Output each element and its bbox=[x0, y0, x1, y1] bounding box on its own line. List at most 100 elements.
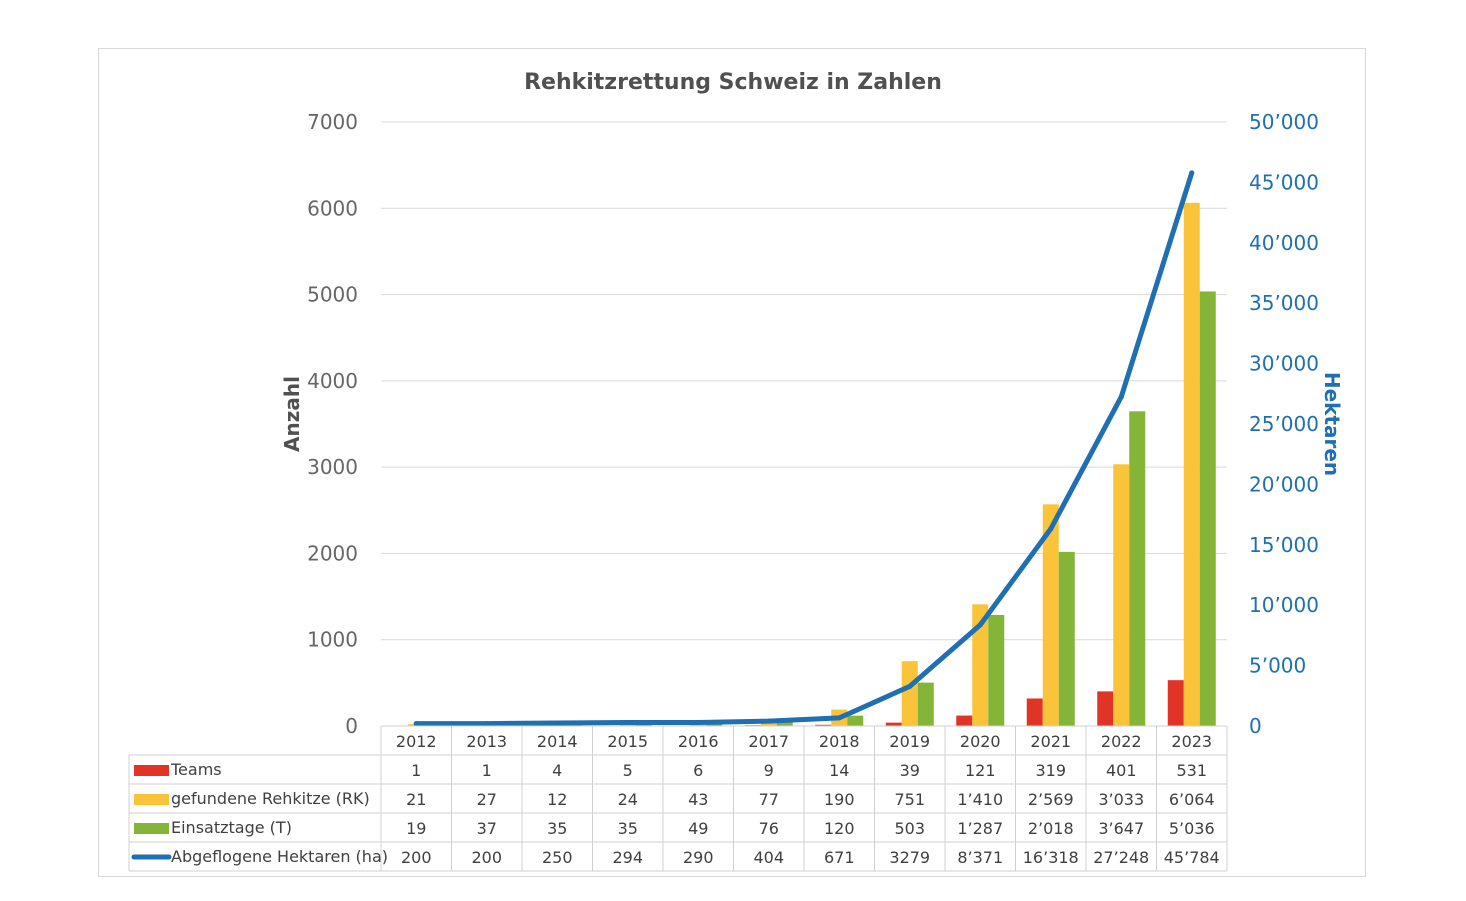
table-cell: 3279 bbox=[889, 848, 930, 867]
bar bbox=[1042, 504, 1059, 726]
table-cell: 21 bbox=[406, 790, 426, 809]
category-label: 2013 bbox=[466, 732, 507, 751]
bar bbox=[1097, 691, 1114, 726]
right-tick-label: 40’000 bbox=[1249, 231, 1319, 255]
table-cell: 3’647 bbox=[1098, 819, 1144, 838]
bar bbox=[1058, 551, 1075, 726]
table-cell: 9 bbox=[764, 761, 774, 780]
legend-label: Abgeflogene Hektaren (ha) bbox=[171, 847, 388, 866]
line-point bbox=[554, 720, 560, 726]
table-cell: 27 bbox=[477, 790, 497, 809]
table-cell: 39 bbox=[900, 761, 920, 780]
bars bbox=[392, 202, 1216, 726]
line-point bbox=[1189, 170, 1195, 176]
table-cell: 14 bbox=[829, 761, 849, 780]
table-cell: 200 bbox=[471, 848, 502, 867]
line-point bbox=[907, 683, 913, 689]
bar bbox=[885, 722, 902, 726]
table-cell: 5’036 bbox=[1169, 819, 1215, 838]
right-axis: 0 5’000 10’000 15’000 20’000 25’000 30’000 35’0… bbox=[1249, 110, 1319, 738]
left-tick-label: 7000 bbox=[307, 110, 358, 134]
table-cell: 8’371 bbox=[957, 848, 1003, 867]
left-axis-label: Anzahl bbox=[280, 376, 304, 452]
bar bbox=[1113, 464, 1130, 726]
table-cell: 121 bbox=[965, 761, 996, 780]
table-cell: 190 bbox=[824, 790, 855, 809]
table-cell: 1’410 bbox=[957, 790, 1003, 809]
table-cell: 19 bbox=[406, 819, 426, 838]
left-tick-label: 5000 bbox=[307, 283, 358, 307]
bar bbox=[549, 724, 566, 726]
line-point bbox=[413, 721, 419, 727]
left-axis: 0 1000 2000 3000 4000 5000 6000 7000 bbox=[307, 110, 358, 738]
table-cell: 2’018 bbox=[1028, 819, 1074, 838]
category-label: 2020 bbox=[960, 732, 1001, 751]
left-tick-label: 0 bbox=[345, 714, 358, 738]
line-point bbox=[484, 721, 490, 727]
bar bbox=[1183, 202, 1200, 726]
legend-key bbox=[134, 765, 169, 776]
table-cell: 319 bbox=[1035, 761, 1066, 780]
left-tick-label: 6000 bbox=[307, 196, 358, 220]
left-tick-label: 1000 bbox=[307, 628, 358, 652]
table-cell: 531 bbox=[1176, 761, 1207, 780]
table-cell: 43 bbox=[688, 790, 708, 809]
table-cell: 404 bbox=[753, 848, 784, 867]
table-cell: 250 bbox=[542, 848, 573, 867]
table-cell: 294 bbox=[612, 848, 643, 867]
legend-label: gefundene Rehkitze (RK) bbox=[171, 789, 370, 808]
category-label: 2012 bbox=[396, 732, 437, 751]
category-label: 2023 bbox=[1171, 732, 1212, 751]
bar bbox=[972, 604, 989, 726]
line-point bbox=[1048, 526, 1054, 532]
table-cell: 751 bbox=[894, 790, 925, 809]
line-point bbox=[1118, 394, 1124, 400]
grid bbox=[381, 121, 1227, 727]
legend-label: Einsatztage (T) bbox=[171, 818, 292, 837]
right-tick-label: 10’000 bbox=[1249, 593, 1319, 617]
right-tick-label: 0 bbox=[1249, 714, 1262, 738]
chart: Rehkitzrettung Schweiz in Zahlen 0 1000 20… bbox=[128, 70, 1344, 872]
table-cell: 12 bbox=[547, 790, 567, 809]
line-point bbox=[977, 622, 983, 628]
table-cell: 671 bbox=[824, 848, 855, 867]
table-cell: 4 bbox=[552, 761, 562, 780]
bar bbox=[815, 724, 832, 726]
category-label: 2018 bbox=[819, 732, 860, 751]
bar bbox=[917, 682, 934, 726]
bar bbox=[1167, 680, 1184, 726]
table-cell: 76 bbox=[759, 819, 779, 838]
bar bbox=[619, 723, 636, 726]
chart-frame: Rehkitzrettung Schweiz in Zahlen 0 1000 20… bbox=[98, 48, 1366, 877]
table-cell: 27’248 bbox=[1093, 848, 1149, 867]
table-cell: 24 bbox=[618, 790, 638, 809]
line-point bbox=[766, 718, 772, 724]
legend-key bbox=[134, 794, 169, 805]
table-cell: 45’784 bbox=[1164, 848, 1220, 867]
category-label: 2017 bbox=[748, 732, 789, 751]
table-cell: 3’033 bbox=[1098, 790, 1144, 809]
table-cell: 503 bbox=[894, 819, 925, 838]
category-label: 2016 bbox=[678, 732, 719, 751]
table-cell: 1 bbox=[482, 761, 492, 780]
table-cell: 37 bbox=[477, 819, 497, 838]
bar bbox=[988, 614, 1005, 726]
right-tick-label: 5’000 bbox=[1249, 654, 1306, 678]
category-label: 2019 bbox=[889, 732, 930, 751]
line-series bbox=[413, 170, 1195, 727]
category-label: 2021 bbox=[1030, 732, 1071, 751]
right-tick-label: 15’000 bbox=[1249, 533, 1319, 557]
chart-title: Rehkitzrettung Schweiz in Zahlen bbox=[524, 70, 942, 95]
right-tick-label: 35’000 bbox=[1249, 291, 1319, 315]
table-cell: 16’318 bbox=[1023, 848, 1079, 867]
right-tick-label: 45’000 bbox=[1249, 170, 1319, 194]
right-tick-label: 30’000 bbox=[1249, 352, 1319, 376]
bar bbox=[1026, 698, 1043, 726]
table-cell: 35 bbox=[547, 819, 567, 838]
hektaren-line bbox=[413, 170, 1195, 727]
right-tick-label: 25’000 bbox=[1249, 412, 1319, 436]
line-point bbox=[695, 719, 701, 725]
bar bbox=[1199, 291, 1216, 726]
right-tick-label: 20’000 bbox=[1249, 472, 1319, 496]
line-point bbox=[836, 715, 842, 721]
